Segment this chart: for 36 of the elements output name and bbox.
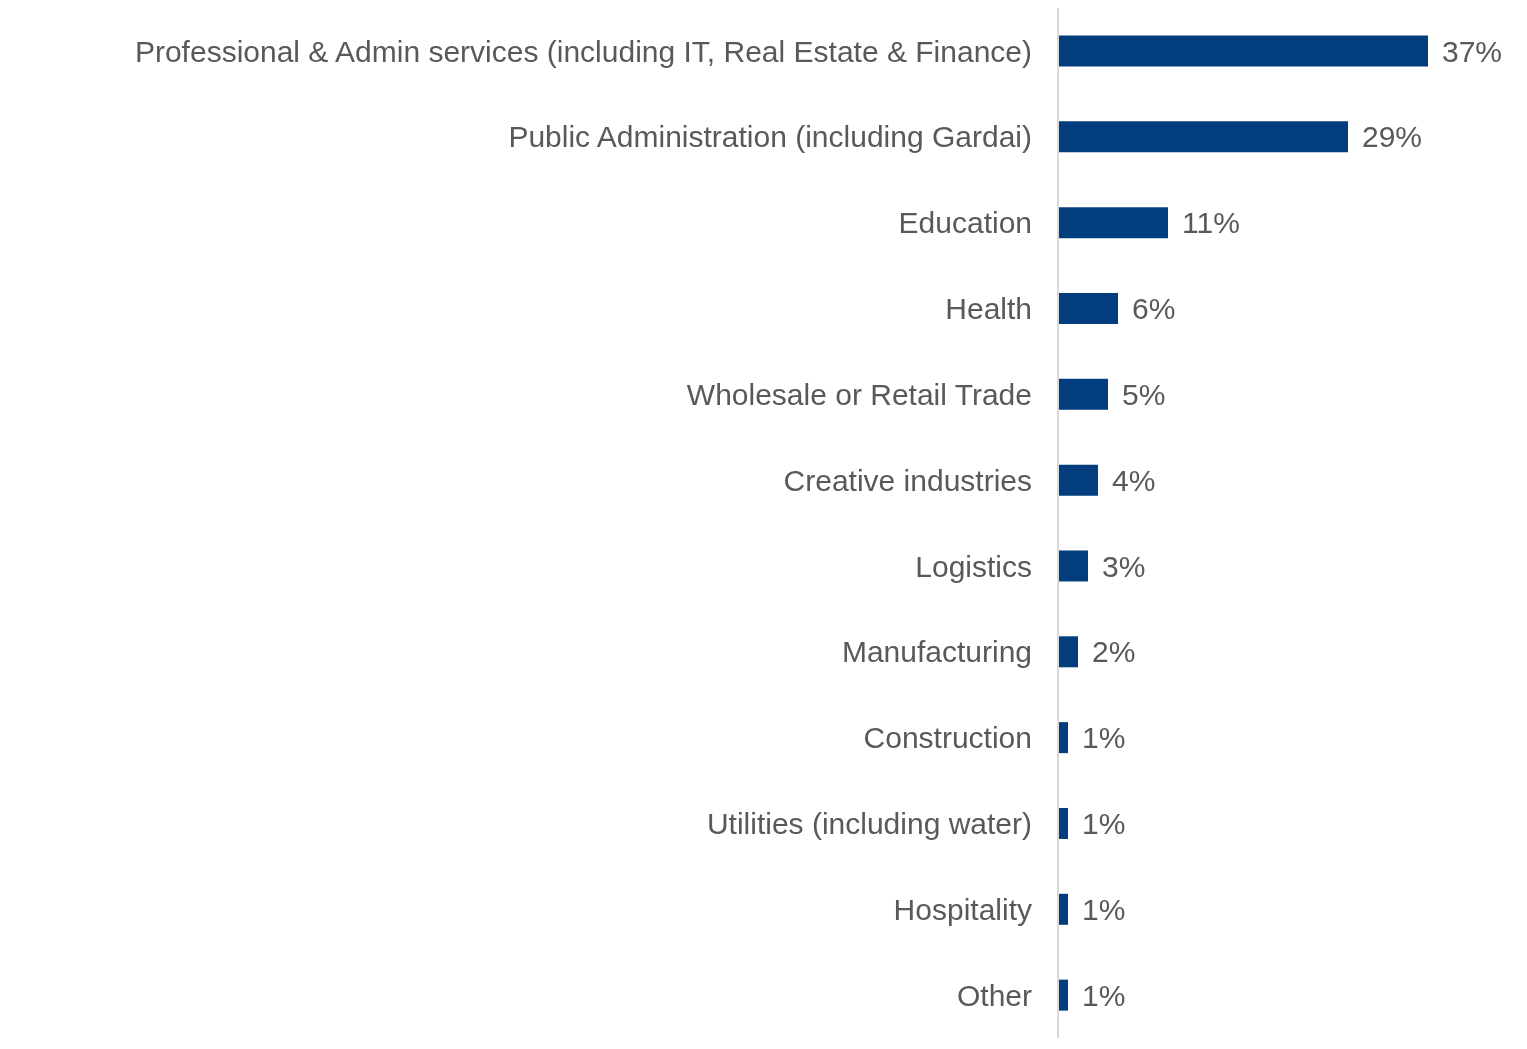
bar — [1058, 121, 1348, 153]
y-tick-label: Other — [956, 978, 1033, 1012]
data-label: 1% — [1082, 721, 1126, 755]
bar — [1058, 550, 1088, 582]
y-tick-label: Professional & Admin services (including IT, Real Estate & Finance) — [134, 34, 1032, 68]
y-tick-label: Hospitality — [893, 892, 1032, 926]
y-tick-label: Wholesale or Retail Trade — [686, 377, 1032, 411]
data-label: 3% — [1102, 549, 1146, 583]
bar — [1058, 464, 1098, 496]
bar — [1058, 722, 1068, 754]
y-tick-label: Utilities (including water) — [706, 807, 1032, 841]
data-label: 6% — [1132, 292, 1176, 326]
bar — [1058, 636, 1078, 668]
bar — [1058, 979, 1068, 1011]
data-label: 37% — [1442, 34, 1503, 68]
data-label: 1% — [1082, 807, 1126, 841]
data-label: 1% — [1082, 978, 1126, 1012]
y-tick-label: Manufacturing — [841, 635, 1032, 669]
bar — [1058, 378, 1108, 410]
bar — [1058, 893, 1068, 925]
bar — [1058, 207, 1168, 239]
data-label: 2% — [1092, 635, 1136, 669]
y-tick-label: Creative industries — [783, 463, 1032, 497]
bar — [1058, 807, 1068, 839]
bar — [1058, 292, 1118, 324]
y-tick-label: Education — [898, 206, 1032, 240]
y-tick-label: Public Administration (including Gardai) — [508, 120, 1032, 154]
bar — [1058, 35, 1428, 67]
data-label: 1% — [1082, 892, 1126, 926]
data-label: 5% — [1122, 377, 1166, 411]
y-tick-label: Logistics — [915, 549, 1032, 583]
y-tick-label: Health — [945, 292, 1032, 326]
y-tick-label: Construction — [863, 721, 1032, 755]
data-label: 29% — [1362, 120, 1423, 154]
data-label: 11% — [1182, 206, 1240, 240]
data-label: 4% — [1112, 463, 1156, 497]
